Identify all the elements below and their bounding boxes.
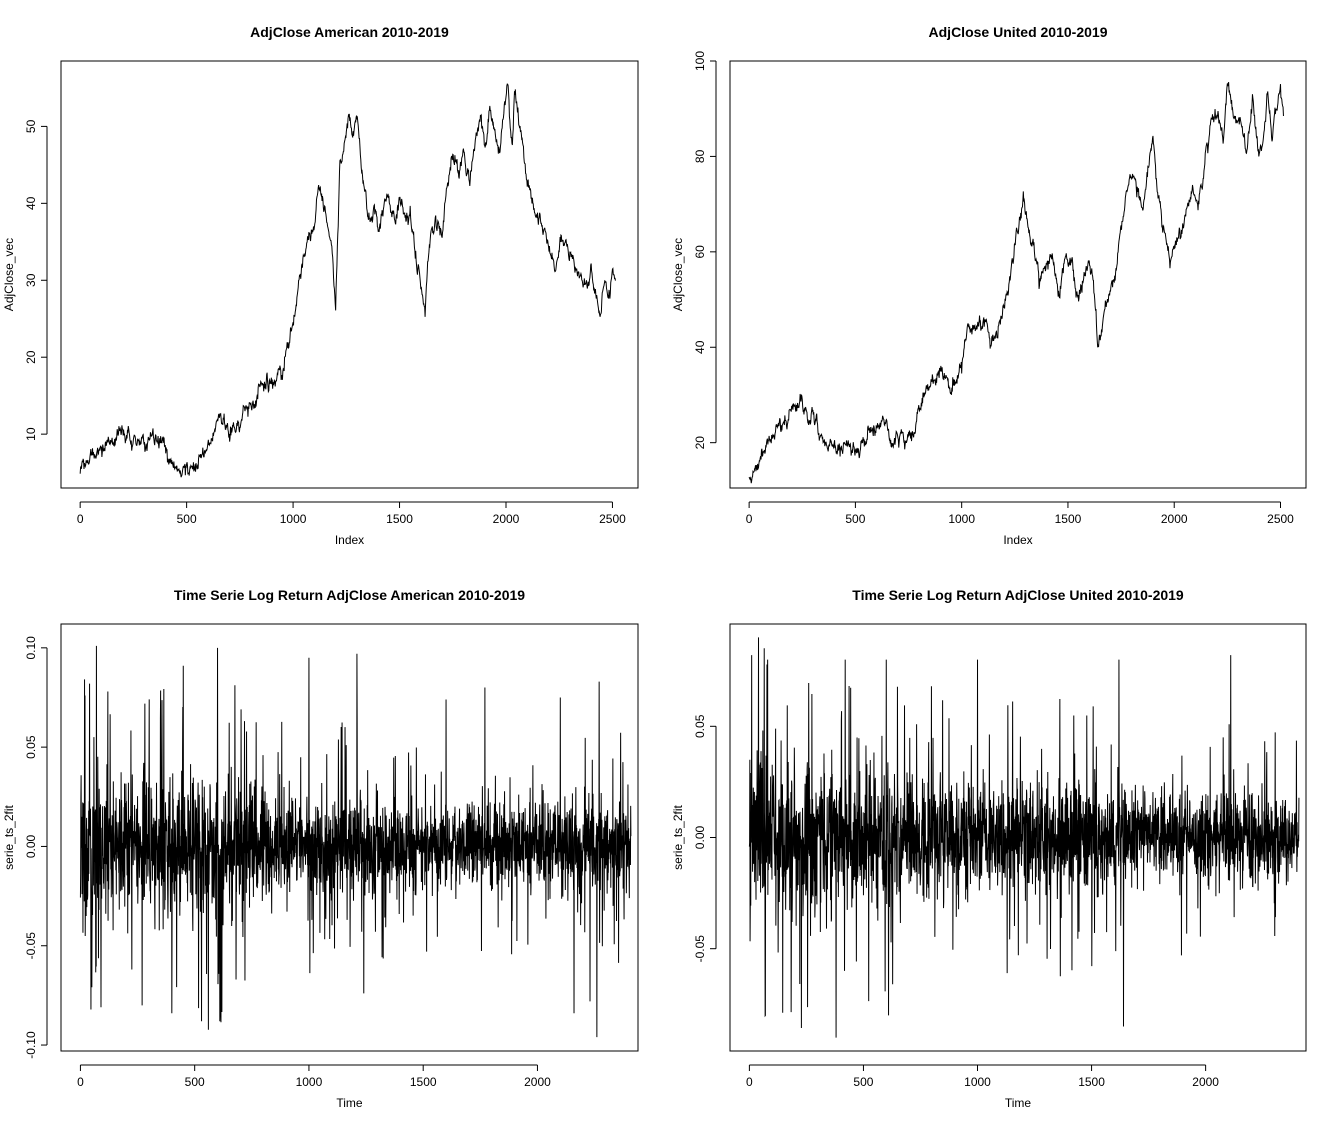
series-line: [748, 82, 1284, 484]
y-axis: -0.05 0.00 0.05: [693, 714, 717, 963]
chart-title: Time Serie Log Return AdjClose United 20…: [852, 587, 1184, 603]
x-tick-label: 2000: [493, 512, 520, 526]
x-axis: 0 500 1000 1500 2000 2500: [746, 501, 1294, 526]
y-tick-label: 60: [693, 245, 707, 259]
x-axis-title: Index: [1003, 533, 1032, 547]
chart-title: Time Serie Log Return AdjClose American …: [174, 587, 525, 603]
x-tick-label: 0: [77, 1075, 84, 1089]
y-tick-label: 80: [693, 149, 707, 163]
x-axis-title: Time: [336, 1096, 363, 1110]
y-tick-label: 0.00: [693, 825, 707, 849]
y-tick-label: 40: [693, 340, 707, 354]
panel-adjclose-american: AdjClose American 2010-2019 0 500 1000 1500…: [2, 24, 639, 547]
y-tick-label: 100: [693, 51, 707, 71]
plot-frame: [60, 623, 639, 1052]
x-tick-label: 1500: [1078, 1075, 1105, 1089]
panel-log-return-united: Time Serie Log Return AdjClose United 20…: [671, 587, 1307, 1110]
x-axis: 0 500 1000 1500 2000: [746, 1064, 1219, 1089]
y-tick-label: -0.05: [693, 935, 707, 963]
chart-title: AdjClose United 2010-2019: [929, 24, 1108, 40]
y-axis-title: AdjClose_vec: [2, 238, 16, 311]
x-tick-label: 2500: [599, 512, 626, 526]
chart-title: AdjClose American 2010-2019: [250, 24, 449, 40]
y-axis-title: AdjClose_vec: [671, 238, 685, 311]
x-tick-label: 500: [177, 512, 197, 526]
x-tick-label: 1000: [296, 1075, 323, 1089]
x-tick-label: 2000: [1192, 1075, 1219, 1089]
plot-frame: [729, 623, 1307, 1052]
panel-log-return-american: Time Serie Log Return AdjClose American …: [2, 587, 639, 1110]
plot-frame: [729, 60, 1307, 489]
y-tick-label: 40: [24, 196, 38, 210]
y-axis-title: serie_ts_2fit: [671, 804, 685, 869]
x-tick-label: 0: [746, 1075, 753, 1089]
x-axis-title: Index: [335, 533, 364, 547]
y-axis-title: serie_ts_2fit: [2, 804, 16, 869]
y-tick-label: 10: [24, 427, 38, 441]
y-axis: 20 40 60 80 100: [693, 51, 717, 450]
x-tick-label: 500: [845, 512, 865, 526]
x-tick-label: 2000: [1161, 512, 1188, 526]
series-line: [79, 645, 632, 1038]
y-tick-label: 20: [24, 350, 38, 364]
x-axis: 0 500 1000 1500 2000: [77, 1064, 551, 1089]
y-tick-label: -0.10: [24, 1031, 38, 1059]
y-axis: -0.10 -0.05 0.00 0.05 0.10: [24, 636, 48, 1059]
y-tick-label: 50: [24, 119, 38, 133]
y-tick-label: 30: [24, 273, 38, 287]
y-axis: 10 20 30 40 50: [24, 119, 48, 441]
x-tick-label: 500: [853, 1075, 873, 1089]
y-tick-label: 0.05: [24, 735, 38, 759]
x-tick-label: 0: [746, 512, 753, 526]
x-tick-label: 2500: [1267, 512, 1294, 526]
x-tick-label: 0: [77, 512, 84, 526]
y-tick-label: 0.05: [693, 714, 707, 738]
plot-frame: [60, 60, 639, 489]
y-tick-label: -0.05: [24, 932, 38, 960]
x-axis-title: Time: [1005, 1096, 1032, 1110]
x-tick-label: 1000: [964, 1075, 991, 1089]
x-tick-label: 2000: [524, 1075, 551, 1089]
x-tick-label: 1000: [948, 512, 975, 526]
y-tick-label: 20: [693, 436, 707, 450]
x-tick-label: 1500: [410, 1075, 437, 1089]
x-tick-label: 1500: [1055, 512, 1082, 526]
series-line: [79, 83, 616, 478]
x-tick-label: 500: [185, 1075, 205, 1089]
x-tick-label: 1500: [386, 512, 413, 526]
x-axis: 0 500 1000 1500 2000 2500: [77, 501, 626, 526]
y-tick-label: 0.00: [24, 834, 38, 858]
y-tick-label: 0.10: [24, 636, 38, 660]
series-line: [748, 637, 1300, 1038]
panel-adjclose-united: AdjClose United 2010-2019 0 500 1000 1500 20…: [671, 24, 1307, 547]
x-tick-label: 1000: [280, 512, 307, 526]
